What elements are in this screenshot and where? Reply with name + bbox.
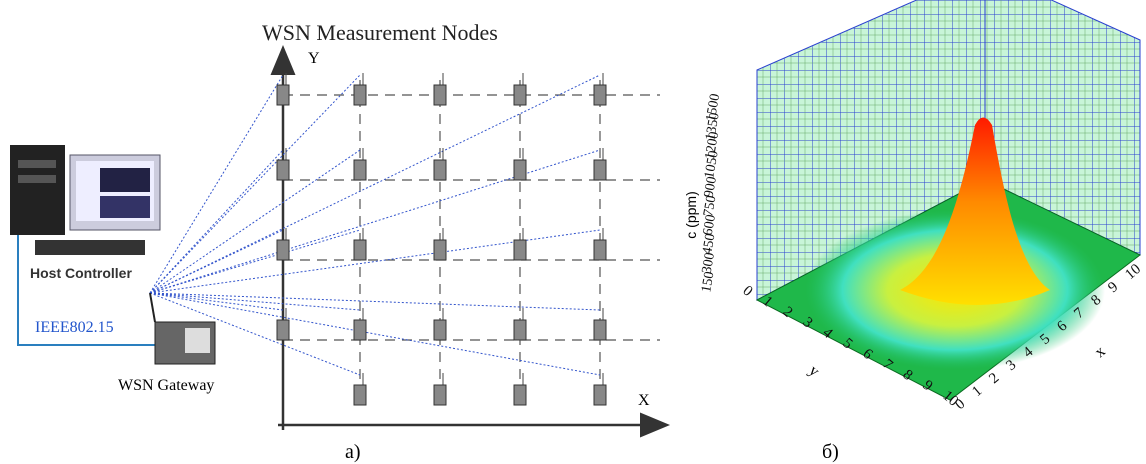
z-tick-label: 150 <box>699 270 717 293</box>
caption: a) <box>345 441 361 463</box>
sensor-node <box>353 319 367 341</box>
sensor-node <box>276 84 290 106</box>
radio-link <box>149 292 361 311</box>
radio-link <box>149 74 361 294</box>
radio-link <box>149 292 361 376</box>
radio-link <box>149 229 284 294</box>
nodes <box>276 73 607 406</box>
host-label: Host Controller <box>30 265 132 281</box>
sensor-node <box>513 84 527 106</box>
radio-link <box>149 292 601 311</box>
surface-peak <box>900 117 1050 305</box>
z-tick-label: 1350 <box>703 112 723 142</box>
caption-b: б) <box>822 441 839 463</box>
sensor-node <box>433 384 447 406</box>
pc-tower <box>10 145 65 235</box>
protocol-label: IEEE802.15 <box>35 319 114 336</box>
y-label: Y <box>308 50 320 67</box>
z-tick-label: 450 <box>700 232 718 255</box>
z-tick-label: 1500 <box>704 93 724 123</box>
sensor-node <box>353 384 367 406</box>
sensor-node <box>276 239 290 261</box>
cable <box>17 235 165 346</box>
sensor-node <box>593 239 607 261</box>
radio-link <box>149 229 601 294</box>
sensor-node <box>433 159 447 181</box>
sensor-node <box>593 159 607 181</box>
radio-link <box>149 149 284 294</box>
keyboard <box>35 240 145 255</box>
z-tick-label: 900 <box>702 175 720 198</box>
surface-plot: 1503004506007509001050120013501500012345… <box>683 0 1144 463</box>
z-axis-label: c (ppm) <box>683 191 699 238</box>
x-tick-label: 1 <box>969 383 985 400</box>
sensor-node <box>353 84 367 106</box>
sensor-node <box>433 319 447 341</box>
gateway-label: WSN Gateway <box>118 377 214 394</box>
sensor-node <box>353 239 367 261</box>
sensor-node <box>433 239 447 261</box>
sensor-node <box>276 319 290 341</box>
x-tick-label: 9 <box>1105 279 1121 296</box>
z-tick-label: 750 <box>701 194 719 217</box>
sensor-node <box>353 159 367 181</box>
radio-link <box>149 74 284 294</box>
radio-link <box>149 229 361 294</box>
z-tick-label: 300 <box>700 251 718 274</box>
sensor-node <box>593 384 607 406</box>
radio-link <box>149 292 601 376</box>
sensor-node <box>513 384 527 406</box>
z-tick-label: 1050 <box>702 150 722 180</box>
radio-link <box>149 149 361 294</box>
z-tick-label: 1200 <box>703 131 723 161</box>
wsn-diagram: WSN Measurement Nodes Y X Host Controlle… <box>10 20 670 463</box>
sensor-node <box>593 84 607 106</box>
x-axis-label: x <box>1092 343 1109 361</box>
sensor-node <box>433 84 447 106</box>
z-tick-label: 600 <box>701 213 719 236</box>
radio-links <box>149 74 601 376</box>
x-tick-label: 2 <box>986 370 1002 387</box>
sensor-node <box>513 159 527 181</box>
title: WSN Measurement Nodes <box>262 20 498 45</box>
y-axis-label: y <box>805 362 822 380</box>
sensor-node <box>593 319 607 341</box>
radio-link <box>149 74 601 294</box>
sensor-node <box>513 239 527 261</box>
sensor-node <box>276 159 290 181</box>
x-tick-label: 0 <box>952 396 968 413</box>
x-label: X <box>638 392 650 409</box>
radio-link <box>149 292 284 311</box>
sensor-node <box>513 319 527 341</box>
y-tick-label: 0 <box>739 283 755 300</box>
radio-link <box>149 149 601 294</box>
